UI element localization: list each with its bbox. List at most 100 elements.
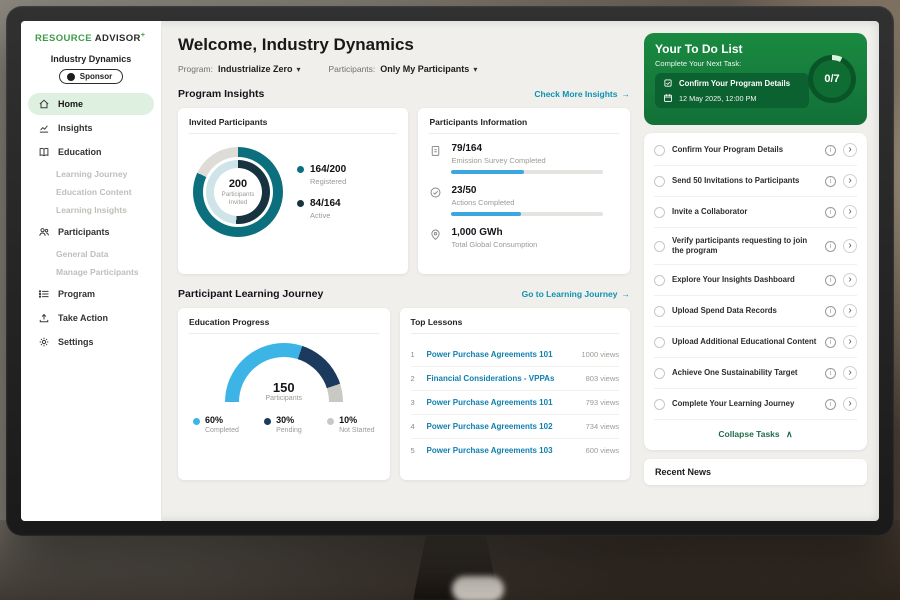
stat-value: 79/164 bbox=[451, 143, 483, 154]
pin-icon bbox=[429, 228, 442, 241]
task-checkbox[interactable] bbox=[654, 336, 665, 348]
collapse-tasks-button[interactable]: Collapse Tasks ∧ bbox=[654, 420, 857, 448]
sidebar-item-label: Participants bbox=[58, 227, 110, 238]
sponsor-badge[interactable]: Sponsor bbox=[58, 69, 124, 85]
card-title: Education Progress bbox=[189, 317, 379, 334]
next-task-box[interactable]: Confirm Your Program Details 12 May 2025… bbox=[655, 73, 809, 108]
recent-news-header[interactable]: Recent News bbox=[644, 459, 867, 486]
donut-center-label: Participants Invited bbox=[221, 190, 255, 206]
task-row[interactable]: Explore Your Insights Dashboard i › bbox=[654, 265, 857, 297]
task-checkbox[interactable] bbox=[654, 398, 665, 410]
lesson-views: 1000 views bbox=[581, 350, 619, 359]
chevron-right-icon[interactable]: › bbox=[843, 239, 857, 254]
book-icon bbox=[38, 146, 50, 158]
sidebar-item-take-action[interactable]: Take Action bbox=[28, 307, 154, 329]
sidebar-item-settings[interactable]: Settings bbox=[28, 331, 154, 353]
sidebar-item-participants[interactable]: Participants bbox=[28, 221, 154, 243]
task-checkbox[interactable] bbox=[654, 175, 665, 187]
legend-label: Completed bbox=[205, 427, 239, 434]
task-row[interactable]: Invite a Collaborator i › bbox=[654, 197, 857, 228]
invited-participants-card: Invited Participants 200 Participants In… bbox=[178, 108, 409, 274]
legend-value: 10% bbox=[339, 415, 358, 425]
task-row[interactable]: Verify participants requesting to join t… bbox=[654, 228, 857, 266]
task-row[interactable]: Achieve One Sustainability Target i › bbox=[654, 358, 857, 390]
todo-panel: Your To Do List Complete Your Next Task:… bbox=[644, 21, 879, 521]
sidebar-item-label: Home bbox=[58, 99, 84, 110]
arrow-right-icon: → bbox=[621, 289, 631, 299]
sidebar-item-home[interactable]: Home bbox=[28, 93, 154, 116]
info-icon[interactable]: i bbox=[825, 367, 836, 379]
chevron-right-icon[interactable]: › bbox=[843, 174, 857, 188]
app-logo: RESOURCE ADVISOR+ bbox=[21, 32, 161, 51]
clipboard-icon bbox=[429, 144, 442, 157]
sidebar-item-learning-insights[interactable]: Learning Insights bbox=[56, 205, 127, 216]
section-title: Participant Learning Journey bbox=[178, 288, 324, 300]
task-checkbox[interactable] bbox=[654, 274, 665, 286]
todo-progress-value: 0/7 bbox=[813, 60, 851, 98]
sidebar-item-manage-participants[interactable]: Manage Participants bbox=[56, 267, 139, 278]
legend-item-active: 84/164 Active bbox=[297, 198, 346, 220]
chevron-right-icon[interactable]: › bbox=[843, 397, 857, 412]
legend-label: Pending bbox=[276, 427, 302, 434]
task-checkbox[interactable] bbox=[654, 144, 665, 156]
task-row[interactable]: Upload Spend Data Records i › bbox=[654, 296, 857, 328]
gear-icon bbox=[38, 336, 50, 348]
upload-icon bbox=[38, 312, 50, 324]
sidebar-item-education-content[interactable]: Education Content bbox=[56, 187, 132, 198]
chevron-right-icon[interactable]: › bbox=[843, 335, 857, 350]
task-row[interactable]: Upload Additional Educational Content i … bbox=[654, 327, 857, 359]
task-checkbox[interactable] bbox=[654, 305, 665, 317]
info-icon[interactable]: i bbox=[825, 206, 836, 218]
info-icon[interactable]: i bbox=[825, 175, 836, 187]
task-label: Invite a Collaborator bbox=[672, 206, 748, 216]
task-row[interactable]: Send 50 Invitations to Participants i › bbox=[654, 166, 857, 197]
program-filter[interactable]: Program: Industrialize Zero ▾ bbox=[178, 64, 301, 74]
task-row[interactable]: Complete Your Learning Journey i › bbox=[654, 389, 857, 421]
sidebar-item-label: Education bbox=[58, 147, 102, 158]
info-icon[interactable]: i bbox=[825, 274, 836, 286]
sponsor-badge-label: Sponsor bbox=[79, 72, 113, 82]
progress-bar bbox=[451, 170, 604, 174]
sidebar-item-program[interactable]: Program bbox=[28, 283, 154, 305]
card-title: Top Lessons bbox=[410, 317, 619, 334]
learning-journey-cards: Education Progress 150 Participants 60% … bbox=[178, 308, 630, 480]
task-checkbox[interactable] bbox=[654, 367, 665, 379]
task-label: Confirm Your Program Details bbox=[672, 144, 784, 154]
lesson-row: 3 Power Purchase Agreements 101 793 view… bbox=[410, 391, 619, 415]
sidebar-item-learning-journey[interactable]: Learning Journey bbox=[56, 169, 128, 180]
sidebar-item-general-data[interactable]: General Data bbox=[56, 249, 109, 260]
page-title: Welcome, Industry Dynamics bbox=[178, 35, 414, 54]
participants-filter[interactable]: Participants: Only My Participants ▾ bbox=[329, 64, 478, 74]
info-icon[interactable]: i bbox=[825, 305, 836, 317]
lesson-rank: 2 bbox=[410, 374, 415, 383]
logo-text-resource: RESOURCE bbox=[35, 33, 93, 45]
card-title: Participants Information bbox=[429, 117, 619, 134]
chevron-right-icon[interactable]: › bbox=[843, 143, 857, 157]
info-icon[interactable]: i bbox=[825, 398, 836, 410]
task-checkbox[interactable] bbox=[654, 240, 665, 252]
sidebar-item-label: Insights bbox=[58, 123, 93, 134]
chevron-right-icon[interactable]: › bbox=[843, 205, 857, 219]
link-label: Check More Insights bbox=[534, 89, 618, 99]
check-more-insights-link[interactable]: Check More Insights → bbox=[534, 89, 630, 99]
chevron-right-icon[interactable]: › bbox=[843, 304, 857, 319]
education-progress-card: Education Progress 150 Participants 60% … bbox=[178, 308, 390, 480]
section-title: Program Insights bbox=[178, 88, 265, 100]
lesson-link[interactable]: Financial Considerations - VPPAs bbox=[426, 374, 555, 383]
sidebar-item-label: Program bbox=[58, 289, 96, 300]
chevron-right-icon[interactable]: › bbox=[843, 273, 857, 288]
todo-title: Your To Do List bbox=[655, 42, 743, 56]
lesson-link[interactable]: Power Purchase Agreements 102 bbox=[426, 422, 553, 431]
lesson-link[interactable]: Power Purchase Agreements 101 bbox=[426, 350, 553, 359]
info-icon[interactable]: i bbox=[825, 336, 836, 348]
lesson-link[interactable]: Power Purchase Agreements 103 bbox=[426, 446, 553, 455]
sidebar-item-education[interactable]: Education bbox=[28, 141, 154, 163]
task-checkbox[interactable] bbox=[654, 206, 665, 218]
info-icon[interactable]: i bbox=[825, 144, 836, 156]
go-to-learning-journey-link[interactable]: Go to Learning Journey → bbox=[522, 289, 630, 299]
info-icon[interactable]: i bbox=[825, 240, 836, 252]
chevron-right-icon[interactable]: › bbox=[843, 366, 857, 381]
task-row[interactable]: Confirm Your Program Details i › bbox=[654, 135, 857, 166]
lesson-link[interactable]: Power Purchase Agreements 101 bbox=[426, 398, 553, 407]
sidebar-item-insights[interactable]: Insights bbox=[28, 117, 154, 139]
